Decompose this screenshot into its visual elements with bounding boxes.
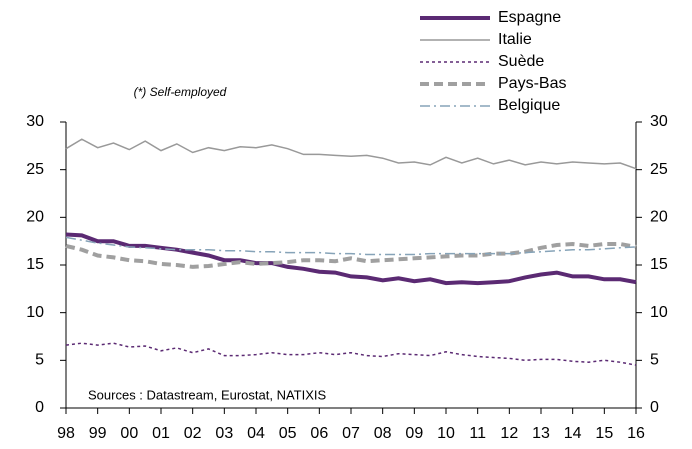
x-tick-label: 10 (437, 425, 455, 442)
annotation: Sources : Datastream, Eurostat, NATIXIS (88, 387, 327, 402)
x-tick-label: 02 (184, 425, 202, 442)
y2-tick-label: 10 (650, 304, 668, 321)
y2-tick-label: 0 (650, 399, 659, 416)
y-tick-label: 10 (26, 304, 44, 321)
y-tick-label: 30 (26, 113, 44, 130)
x-tick-label: 15 (595, 425, 613, 442)
y2-tick-label: 15 (650, 256, 668, 273)
x-tick-label: 01 (152, 425, 170, 442)
annotation: (*) Self-employed (134, 85, 227, 99)
x-tick-label: 14 (564, 425, 582, 442)
x-tick-label: 06 (310, 425, 328, 442)
x-tick-label: 04 (247, 425, 265, 442)
x-tick-label: 11 (469, 425, 486, 442)
legend-label: Suède (498, 53, 544, 70)
legend-label: Italie (498, 31, 532, 48)
x-tick-label: 09 (405, 425, 423, 442)
series-line (65, 138, 637, 170)
series-line (65, 232, 637, 286)
x-tick-label: 00 (120, 425, 138, 442)
legend-label: Pays-Bas (498, 75, 566, 92)
y2-tick-label: 30 (650, 113, 668, 130)
y2-tick-label: 5 (650, 352, 659, 369)
y-tick-label: 15 (26, 256, 44, 273)
x-tick-label: 98 (57, 425, 75, 442)
x-tick-label: 05 (279, 425, 297, 442)
legend-label: Espagne (498, 9, 561, 26)
x-tick-label: 13 (532, 425, 550, 442)
y-tick-label: 0 (35, 399, 44, 416)
x-tick-label: 16 (627, 425, 645, 442)
x-tick-label: 99 (89, 425, 107, 442)
y-tick-label: 5 (35, 352, 44, 369)
legend-label: Belgique (498, 97, 560, 114)
x-tick-label: 07 (342, 425, 360, 442)
x-tick-label: 12 (500, 425, 518, 442)
series-line (65, 241, 637, 269)
y2-tick-label: 20 (650, 209, 668, 226)
series-line (65, 236, 637, 256)
x-tick-label: 08 (374, 425, 392, 442)
y2-tick-label: 25 (650, 161, 668, 178)
y-tick-label: 25 (26, 161, 44, 178)
series-line (65, 342, 637, 366)
y-tick-label: 20 (26, 209, 44, 226)
x-tick-label: 03 (215, 425, 233, 442)
